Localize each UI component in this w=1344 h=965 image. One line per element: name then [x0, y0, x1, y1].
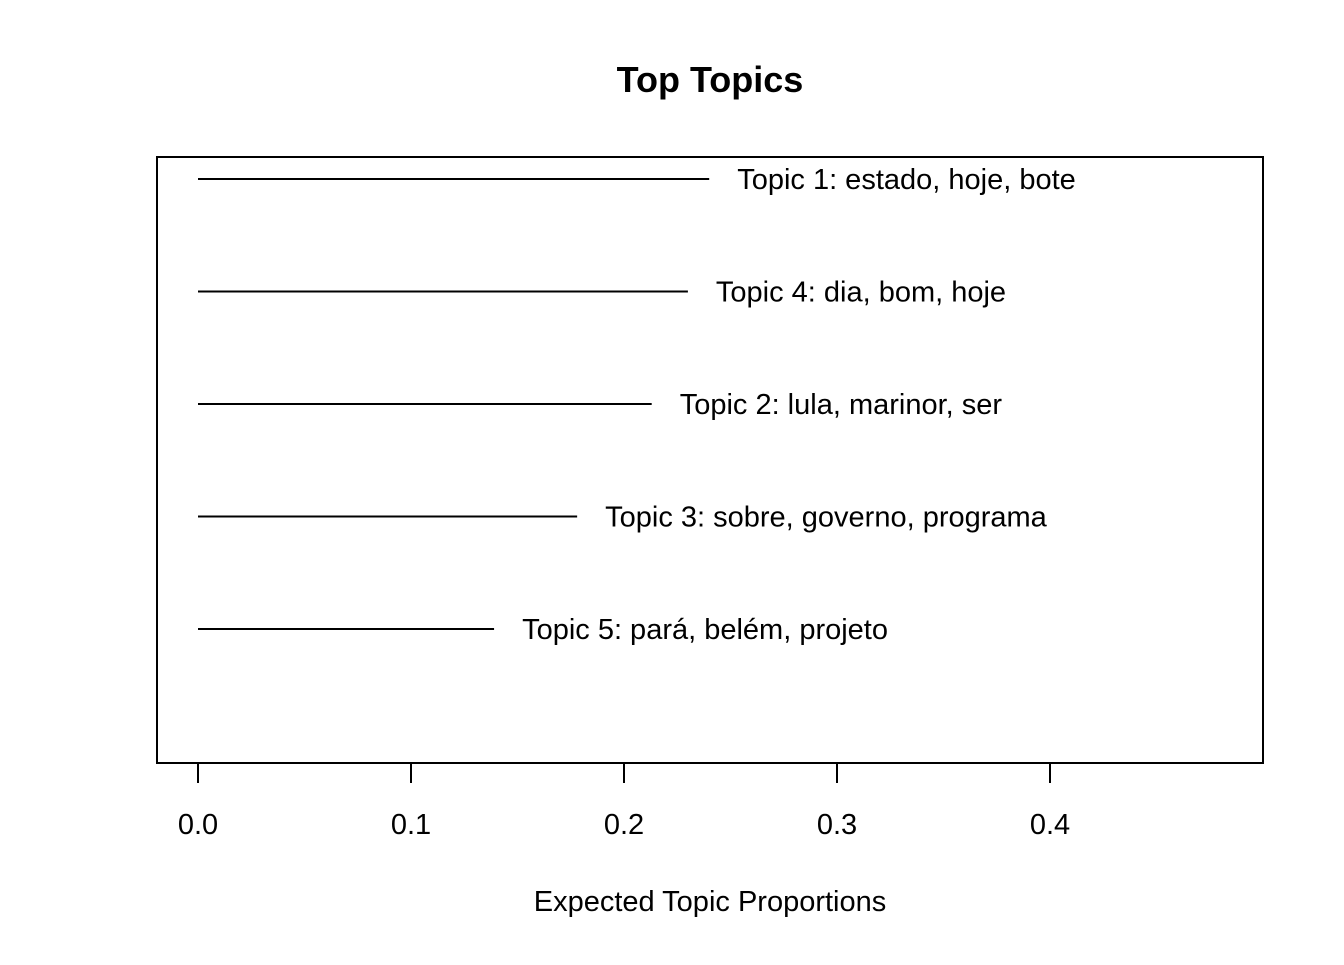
topic-lines — [198, 178, 710, 630]
topic-label: Topic 5: pará, belém, projeto — [522, 614, 888, 646]
topic-label: Topic 4: dia, bom, hoje — [716, 277, 1006, 309]
x-axis-ticks: 0.0 0.1 0.2 0.3 0.4 — [178, 763, 1070, 841]
x-tick-label: 0.0 — [178, 809, 218, 841]
topic-label: Topic 2: lula, marinor, ser — [680, 389, 1003, 421]
x-tick-label: 0.3 — [817, 809, 857, 841]
topic-label: Topic 1: estado, hoje, bote — [737, 164, 1076, 196]
chart-title: Top Topics — [617, 59, 804, 100]
x-tick-label: 0.2 — [604, 809, 644, 841]
plot-frame — [156, 156, 1264, 764]
x-axis-label: Expected Topic Proportions — [534, 886, 887, 918]
topic-labels: Topic 1: estado, hoje, bote Topic 4: dia,… — [522, 164, 1076, 646]
x-tick-label: 0.4 — [1030, 809, 1070, 841]
topic-label: Topic 3: sobre, governo, programa — [605, 502, 1048, 534]
x-tick-label: 0.1 — [391, 809, 431, 841]
